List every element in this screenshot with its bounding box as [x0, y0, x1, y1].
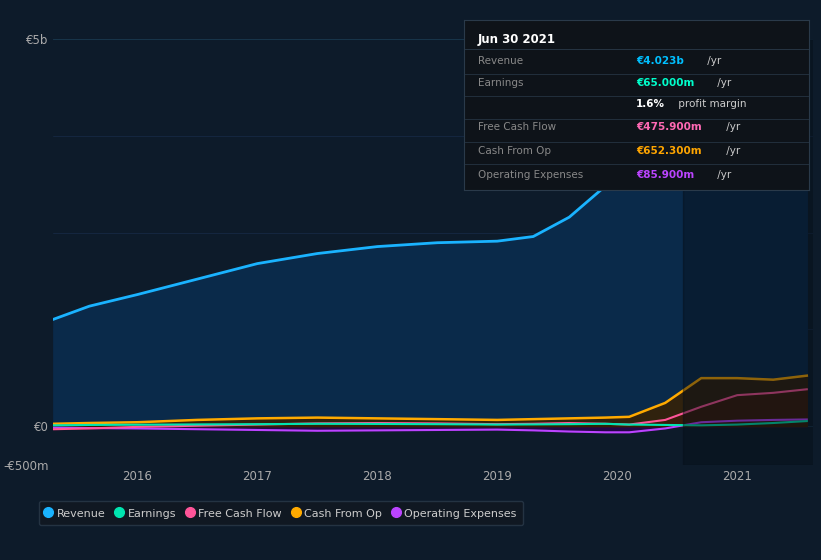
Text: /yr: /yr — [713, 78, 731, 88]
Text: /yr: /yr — [723, 122, 741, 132]
Text: /yr: /yr — [723, 146, 741, 156]
Bar — [683, 39, 819, 465]
Text: Revenue: Revenue — [478, 55, 523, 66]
Text: Cash From Op: Cash From Op — [478, 146, 551, 156]
Text: 1.6%: 1.6% — [636, 99, 665, 109]
Text: €4.023b: €4.023b — [636, 55, 684, 66]
Text: €475.900m: €475.900m — [636, 122, 702, 132]
Text: Free Cash Flow: Free Cash Flow — [478, 122, 556, 132]
Text: /yr: /yr — [704, 55, 721, 66]
Text: €65.000m: €65.000m — [636, 78, 695, 88]
Text: Jun 30 2021: Jun 30 2021 — [478, 33, 556, 46]
Text: €85.900m: €85.900m — [636, 170, 695, 180]
Text: Earnings: Earnings — [478, 78, 523, 88]
Text: €652.300m: €652.300m — [636, 146, 702, 156]
Text: /yr: /yr — [713, 170, 731, 180]
Text: Operating Expenses: Operating Expenses — [478, 170, 583, 180]
Legend: Revenue, Earnings, Free Cash Flow, Cash From Op, Operating Expenses: Revenue, Earnings, Free Cash Flow, Cash … — [39, 501, 524, 525]
Text: profit margin: profit margin — [675, 99, 746, 109]
